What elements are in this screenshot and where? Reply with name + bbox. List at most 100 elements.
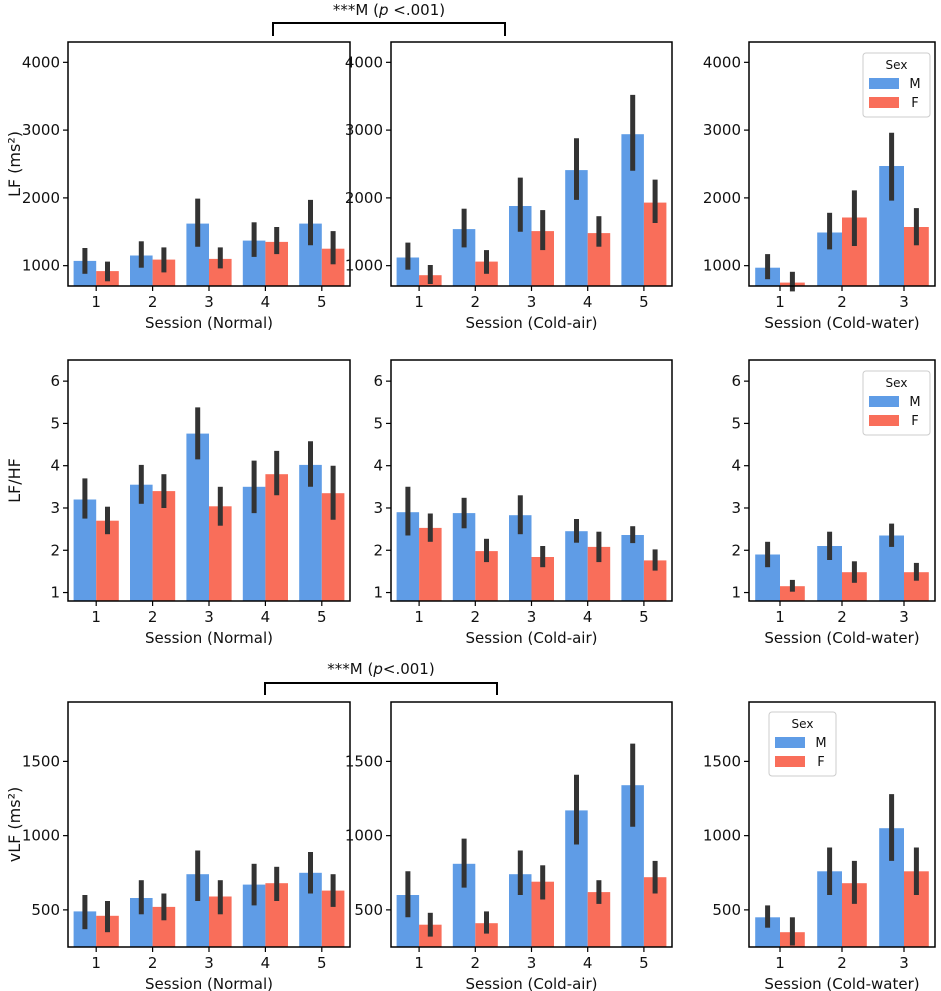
ytick-label-lfhf-coldwater-1: 1: [731, 584, 741, 602]
legend-title: Sex: [792, 717, 814, 731]
xtick-label-vlf-coldwater-3: 3: [899, 954, 909, 972]
xlabel-lf-coldair: Session (Cold-air): [466, 314, 598, 332]
xtick-label-vlf-coldair-1: 1: [414, 954, 424, 972]
xtick-label-vlf-normal-4: 4: [261, 954, 271, 972]
ytick-label-lfhf-coldwater-4: 4: [731, 457, 741, 475]
ytick-label-lfhf-coldair-3: 3: [373, 499, 383, 517]
bar-lfhf-coldair-F-session-4: [587, 546, 611, 601]
bar-lfhf-coldair-F-session-5: [643, 560, 667, 601]
xlabel-lf-coldwater: Session (Cold-water): [764, 314, 919, 332]
ytick-label-lfhf-coldair-5: 5: [373, 414, 383, 432]
bar-lfhf-coldair-M-session-5: [621, 535, 644, 601]
xtick-label-lfhf-coldwater-1: 1: [775, 608, 785, 626]
xtick-label-vlf-normal-1: 1: [91, 954, 101, 972]
significance-bracket-top: [272, 22, 506, 36]
bar-vlf-coldair-M-session-2: [452, 863, 476, 947]
ytick-label-vlf-coldair-1000: 1000: [345, 827, 383, 845]
xtick-label-lfhf-normal-4: 4: [261, 608, 271, 626]
bar-vlf-normal-F-session-3: [209, 896, 232, 947]
xtick-label-lf-normal-5: 5: [317, 293, 327, 311]
bar-vlf-normal-M-session-5: [299, 872, 322, 947]
ytick-label-lfhf-normal-2: 2: [50, 541, 60, 559]
ytick-label-lf-coldair-4000: 4000: [345, 53, 383, 71]
xtick-label-lf-coldair-1: 1: [414, 293, 424, 311]
legend-swatch-F: [869, 415, 899, 426]
legend-swatch-M: [775, 737, 805, 748]
legend-label-M: M: [909, 395, 920, 410]
xtick-label-lf-coldair-5: 5: [639, 293, 649, 311]
bar-lfhf-normal-M-session-5: [299, 464, 322, 601]
bar-lfhf-normal-M-session-2: [130, 484, 153, 601]
significance-label-top: ***M (p <.001): [333, 1, 445, 19]
ytick-label-lf-coldair-1000: 1000: [345, 257, 383, 275]
xtick-label-lfhf-normal-5: 5: [317, 608, 327, 626]
xtick-label-lfhf-coldair-2: 2: [471, 608, 481, 626]
bar-lf-normal-M-session-3: [186, 223, 209, 286]
legend-label-M: M: [815, 736, 826, 751]
bar-vlf-coldair-M-session-1: [396, 895, 420, 947]
ytick-label-lfhf-coldair-4: 4: [373, 457, 383, 475]
significance-bracket-bottom: [264, 682, 498, 695]
bar-lfhf-coldair-F-session-1: [419, 527, 442, 601]
xtick-label-lf-normal-2: 2: [148, 293, 158, 311]
legend-label-F: F: [911, 414, 918, 429]
xtick-label-lfhf-normal-2: 2: [148, 608, 158, 626]
panel-lfhf-coldair: 1 2 3 4 5 6 1 2 3 4 5 Session (Cold-air): [373, 359, 673, 647]
xtick-label-lfhf-coldair-4: 4: [583, 608, 593, 626]
bar-lfhf-normal-F-session-1: [96, 520, 119, 601]
bar-vlf-coldair-M-session-3: [509, 874, 532, 947]
xtick-label-lf-normal-1: 1: [91, 293, 101, 311]
legend-swatch-M: [869, 396, 899, 407]
legend-label-F: F: [817, 755, 824, 770]
ytick-label-lf-normal-1000: 1000: [22, 257, 60, 275]
xtick-label-vlf-coldair-2: 2: [471, 954, 481, 972]
xtick-label-lfhf-normal-3: 3: [204, 608, 214, 626]
xlabel-vlf-normal: Session (Normal): [145, 975, 273, 991]
ytick-label-lfhf-coldwater-3: 3: [731, 499, 741, 517]
ytick-label-lfhf-coldwater-5: 5: [731, 414, 741, 432]
legend-title: Sex: [886, 58, 908, 72]
xtick-label-lf-coldwater-1: 1: [775, 293, 785, 311]
bar-vlf-coldair-M-session-5: [621, 785, 644, 947]
bar-vlf-coldair-F-session-3: [531, 881, 554, 947]
ytick-label-lf-normal-4000: 4000: [22, 53, 60, 71]
bar-vlf-coldair-M-session-4: [565, 810, 588, 947]
xtick-label-lf-normal-4: 4: [261, 293, 271, 311]
ytick-label-lfhf-normal-3: 3: [50, 499, 60, 517]
xtick-label-vlf-coldair-5: 5: [639, 954, 649, 972]
xlabel-vlf-coldwater: Session (Cold-water): [764, 975, 919, 991]
bar-vlf-normal-F-session-4: [265, 883, 288, 947]
bar-vlf-normal-M-session-3: [186, 874, 209, 947]
significance-annotation-bottom: ***M (p<.001): [264, 660, 498, 695]
bar-vlf-normal-F-session-5: [321, 890, 345, 947]
ytick-label-lf-coldwater-4000: 4000: [703, 53, 741, 71]
bar-vlf-coldair-F-session-2: [475, 923, 498, 947]
ytick-label-vlf-coldwater-1500: 1500: [703, 752, 741, 770]
ytick-label-lfhf-coldair-1: 1: [373, 584, 383, 602]
ytick-label-lfhf-normal-6: 6: [50, 372, 60, 390]
xtick-label-vlf-normal-3: 3: [204, 954, 214, 972]
xtick-label-lfhf-normal-1: 1: [91, 608, 101, 626]
xtick-label-lf-normal-3: 3: [204, 293, 214, 311]
legend-label-M: M: [909, 77, 920, 92]
panel-vlf-normal: 500 1000 1500 1 2 3 4 5 Session (Normal) vLF (ms²…: [5, 701, 351, 991]
bar-lf-coldair-M-session-5: [621, 134, 644, 286]
panel-lf-coldwater: 1000 2000 3000 4000 1 2 3 Session (Cold-water) S…: [703, 41, 936, 332]
xtick-label-lf-coldair-2: 2: [471, 293, 481, 311]
ytick-label-vlf-normal-1500: 1500: [22, 752, 60, 770]
significance-annotation-top: ***M (p <.001): [272, 1, 506, 36]
xtick-label-lf-coldair-3: 3: [527, 293, 537, 311]
bar-lfhf-coldwater-F-session-1: [780, 586, 805, 601]
bar-vlf-coldair-F-session-4: [587, 892, 611, 947]
bar-lfhf-coldair-F-session-3: [531, 557, 554, 601]
bar-lf-normal-F-session-5: [321, 248, 345, 286]
panel-lf-normal: 1000 2000 3000 4000 1 2 3 4 5 Session (Normal) LF …: [5, 41, 351, 332]
bar-lf-coldair-F-session-3: [531, 231, 554, 286]
bar-lfhf-normal-M-session-3: [186, 433, 209, 601]
xtick-label-vlf-normal-2: 2: [148, 954, 158, 972]
ytick-label-vlf-coldair-500: 500: [354, 901, 383, 919]
